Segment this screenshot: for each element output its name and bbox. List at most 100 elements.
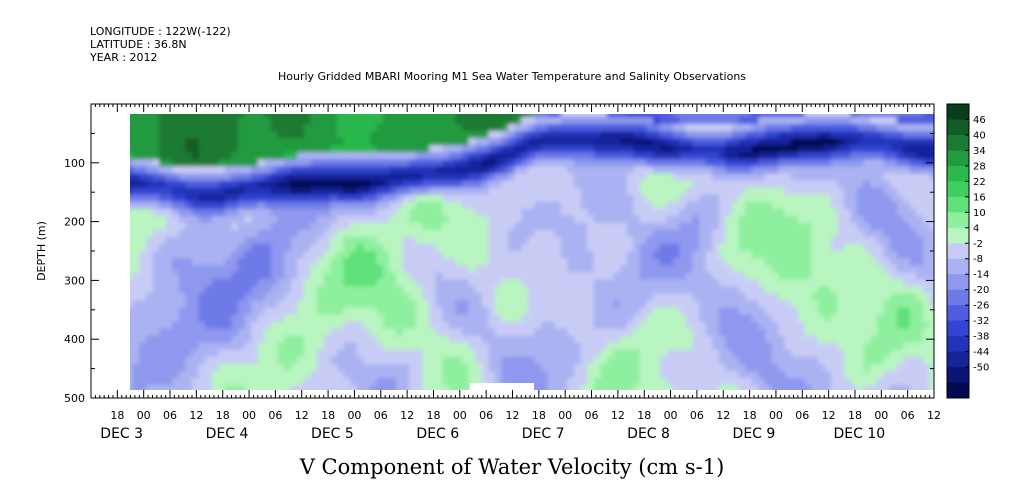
heatmap-cell bbox=[778, 124, 786, 132]
heatmap-cell bbox=[784, 272, 793, 281]
heatmap-cell bbox=[165, 251, 173, 259]
heatmap-cell bbox=[613, 145, 621, 154]
heatmap-cell bbox=[159, 300, 167, 309]
heatmap-cell bbox=[659, 124, 667, 132]
heatmap-cell bbox=[797, 145, 806, 154]
heatmap-cell bbox=[725, 222, 733, 231]
heatmap-cell bbox=[415, 138, 424, 146]
heatmap-cell bbox=[343, 173, 351, 182]
heatmap-cell bbox=[271, 314, 279, 323]
heatmap-cell bbox=[383, 363, 391, 372]
heatmap-cell bbox=[317, 229, 325, 238]
heatmap-cell bbox=[205, 166, 213, 175]
heatmap-cell bbox=[896, 328, 905, 337]
heatmap-cell bbox=[580, 201, 588, 210]
heatmap-cell bbox=[824, 187, 832, 196]
heatmap-cell bbox=[679, 258, 687, 266]
heatmap-cell bbox=[310, 258, 318, 266]
heatmap-cell bbox=[369, 251, 378, 259]
heatmap-cell bbox=[251, 201, 259, 210]
heatmap-cell bbox=[870, 378, 878, 386]
heatmap-cell bbox=[494, 215, 503, 224]
heatmap-cell bbox=[765, 265, 773, 273]
heatmap-cell bbox=[903, 272, 911, 281]
heatmap-cell bbox=[876, 258, 885, 266]
heatmap-cell bbox=[455, 307, 463, 316]
heatmap-cell bbox=[824, 321, 832, 330]
heatmap-cell bbox=[535, 392, 542, 400]
heatmap-cell bbox=[896, 152, 905, 161]
heatmap-cell bbox=[606, 116, 615, 125]
heatmap-cell bbox=[666, 215, 674, 224]
heatmap-cell bbox=[534, 116, 542, 125]
heatmap-cell bbox=[165, 208, 173, 217]
heatmap-cell bbox=[356, 194, 364, 203]
heatmap-cell bbox=[356, 124, 364, 132]
heatmap-cell bbox=[778, 152, 786, 161]
heatmap-cell bbox=[659, 314, 667, 323]
heatmap-cell bbox=[830, 342, 839, 351]
heatmap-cell bbox=[567, 173, 575, 182]
heatmap-cell bbox=[890, 363, 898, 372]
heatmap-cell bbox=[587, 180, 595, 189]
heatmap-cell bbox=[508, 229, 516, 238]
heatmap-cell bbox=[646, 116, 654, 125]
heatmap-cell bbox=[257, 222, 266, 231]
heatmap-cell bbox=[165, 173, 173, 182]
heatmap-cell bbox=[725, 145, 733, 154]
heatmap-cell bbox=[277, 251, 285, 259]
heatmap-cell bbox=[271, 258, 279, 266]
heatmap-cell bbox=[185, 328, 193, 337]
heatmap-cell bbox=[732, 114, 740, 118]
heatmap-cell bbox=[903, 173, 911, 182]
heatmap-cell bbox=[238, 378, 246, 386]
heatmap-cell bbox=[916, 321, 924, 330]
heatmap-cell bbox=[844, 328, 852, 337]
heatmap-cell bbox=[251, 307, 259, 316]
heatmap-cell bbox=[383, 335, 391, 344]
heatmap-cell bbox=[705, 356, 714, 365]
heatmap-cell bbox=[514, 145, 523, 154]
heatmap-cell bbox=[251, 222, 259, 231]
heatmap-cell bbox=[224, 371, 233, 379]
heatmap-cell bbox=[732, 286, 740, 295]
heatmap-cell bbox=[132, 229, 141, 238]
heatmap-cell bbox=[692, 328, 700, 337]
heatmap-cell bbox=[606, 356, 615, 365]
heatmap-cell bbox=[310, 180, 318, 189]
heatmap-cell bbox=[705, 307, 714, 316]
heatmap-cell bbox=[218, 392, 225, 400]
heatmap-cell bbox=[732, 201, 740, 210]
heatmap-cell bbox=[811, 342, 819, 351]
heatmap-cell bbox=[751, 293, 760, 302]
heatmap-cell bbox=[745, 314, 753, 323]
heatmap-cell bbox=[422, 279, 430, 288]
heatmap-cell bbox=[633, 300, 641, 309]
heatmap-cell bbox=[224, 152, 233, 161]
heatmap-cell bbox=[718, 152, 727, 161]
heatmap-cell bbox=[369, 293, 378, 302]
heatmap-cell bbox=[797, 159, 806, 168]
heatmap-cell bbox=[185, 194, 193, 203]
heatmap-cell bbox=[343, 138, 351, 146]
heatmap-cell bbox=[389, 180, 397, 189]
heatmap-cell bbox=[765, 349, 773, 358]
heatmap-cell bbox=[244, 236, 253, 245]
heatmap-cell bbox=[429, 300, 437, 309]
heatmap-cell bbox=[876, 300, 885, 309]
heatmap-cell bbox=[758, 293, 766, 302]
heatmap-cell bbox=[224, 229, 233, 238]
heatmap-cell bbox=[396, 114, 404, 118]
heatmap-cell bbox=[725, 194, 733, 203]
heatmap-cell bbox=[165, 152, 173, 161]
heatmap-cell bbox=[534, 208, 542, 217]
heatmap-cell bbox=[231, 356, 239, 365]
heatmap-cell bbox=[205, 272, 213, 281]
heatmap-cell bbox=[666, 114, 674, 118]
heatmap-cell bbox=[130, 363, 134, 372]
heatmap-cell bbox=[751, 378, 760, 386]
heatmap-cell bbox=[784, 307, 793, 316]
heatmap-cell bbox=[870, 356, 878, 365]
heatmap-cell bbox=[560, 124, 569, 132]
heatmap-cell bbox=[850, 293, 858, 302]
